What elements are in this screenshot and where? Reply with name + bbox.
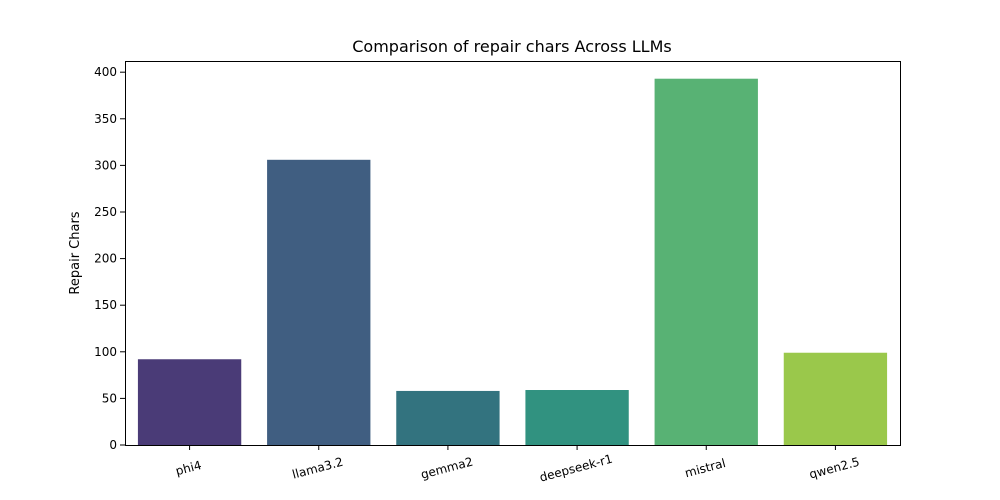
bar (654, 78, 758, 445)
x-tick-label: gemma2 (419, 454, 474, 481)
x-tick-label: deepseek-r1 (538, 452, 614, 485)
y-tick-label: 200 (94, 252, 117, 266)
x-tick-label: mistral (683, 456, 727, 480)
chart-title: Comparison of repair chars Across LLMs (352, 37, 671, 56)
x-tick-label: qwen2.5 (808, 455, 861, 482)
y-tick-label: 300 (94, 158, 117, 172)
x-axis-ticks: phi4 llama3.2 gemma2 deepseek-r1 mistral qwen… (174, 445, 861, 485)
x-tick-label: llama3.2 (291, 455, 345, 482)
y-axis-label: Repair Chars (68, 211, 83, 294)
bar (267, 159, 371, 445)
bar (525, 390, 629, 445)
bars-group (137, 78, 888, 445)
y-tick-label: 100 (94, 345, 117, 359)
y-tick-label: 50 (102, 391, 117, 405)
y-tick-label: 350 (94, 112, 117, 126)
bar (396, 390, 500, 445)
y-tick-label: 0 (109, 438, 117, 452)
y-tick-label: 150 (94, 298, 117, 312)
bar (137, 359, 242, 445)
bar (783, 352, 888, 445)
plot-frame (125, 61, 901, 446)
y-tick-label: 400 (94, 65, 117, 79)
x-tick-label: phi4 (174, 458, 203, 478)
y-tick-label: 250 (94, 205, 117, 219)
y-axis-ticks: 0 50 100 150 200 250 300 350 400 (94, 65, 125, 452)
